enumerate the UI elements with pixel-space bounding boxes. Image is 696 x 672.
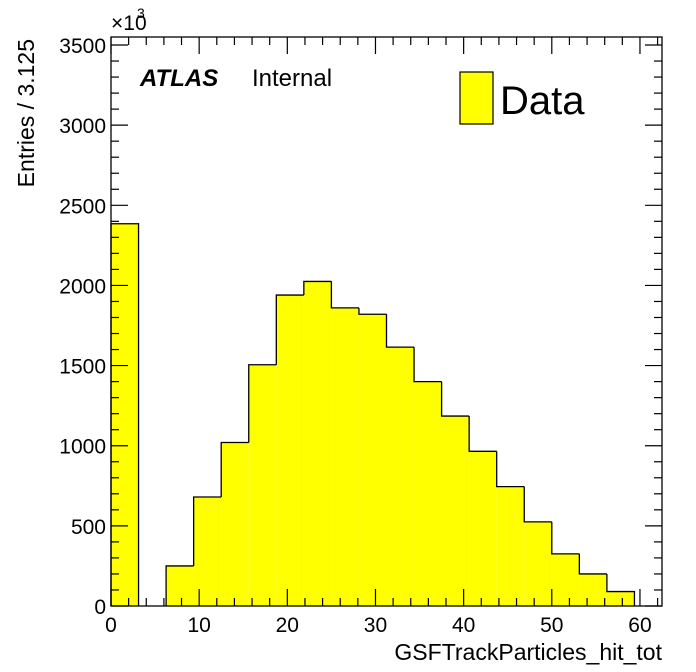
x-tick-label: 50 [540, 614, 563, 637]
histogram-bar [524, 521, 552, 606]
x-tick-label: 20 [276, 614, 299, 637]
y-scale-multiplier: ×10 3 [111, 5, 147, 35]
histogram-bar [248, 364, 277, 606]
histogram-bars [110, 223, 636, 607]
legend-swatch-data [459, 71, 494, 125]
histogram-bar [358, 314, 387, 606]
y-scale-exponent: 3 [137, 5, 145, 21]
y-tick-label: 2500 [59, 195, 106, 218]
histogram-bar [496, 486, 525, 606]
histogram-outline [110, 223, 636, 606]
histogram-bar [303, 281, 332, 606]
internal-label: Internal [252, 65, 332, 92]
y-axis-title: Entries / 3.125 [13, 39, 39, 187]
y-tick-label: 3500 [59, 35, 106, 58]
histogram-bar [166, 565, 194, 606]
x-tick-label: 40 [452, 614, 475, 637]
histogram-bar [276, 295, 304, 606]
x-tick-label: 10 [187, 614, 210, 637]
histogram-bar [221, 442, 249, 606]
histogram-bar [606, 591, 635, 606]
x-axis-title: GSFTrackParticles_hit_tot [394, 639, 662, 665]
y-tick-label: 3000 [59, 115, 106, 138]
histogram-bar [579, 573, 607, 606]
histogram-bar [441, 416, 470, 606]
y-scale-base: ×10 [111, 12, 147, 35]
y-tick-label: 1000 [59, 436, 106, 459]
histogram-bar [386, 347, 415, 606]
histogram-bar [551, 553, 580, 606]
y-axis-ticks: 0 500 1000 1500 2000 2500 3000 3500 [59, 35, 662, 619]
x-axis-ticks: 0 10 20 30 40 50 60 [105, 37, 659, 637]
legend: Data [459, 71, 585, 125]
histogram-bar [331, 307, 359, 606]
histogram-bar [469, 451, 497, 606]
x-tick-label: 0 [105, 614, 117, 637]
histogram-bar [193, 497, 222, 606]
legend-label-data: Data [500, 79, 585, 123]
y-tick-label: 2000 [59, 275, 106, 298]
histogram-bar [111, 223, 139, 607]
plot-frame [110, 36, 663, 607]
y-tick-label: 500 [71, 516, 106, 539]
x-tick-label: 30 [364, 614, 387, 637]
x-tick-label: 60 [628, 614, 651, 637]
y-tick-label: 1500 [59, 356, 106, 379]
histogram-bar [414, 381, 442, 606]
plot-border [110, 36, 663, 607]
y-tick-label: 0 [94, 596, 106, 619]
atlas-label: ATLAS [139, 65, 218, 92]
